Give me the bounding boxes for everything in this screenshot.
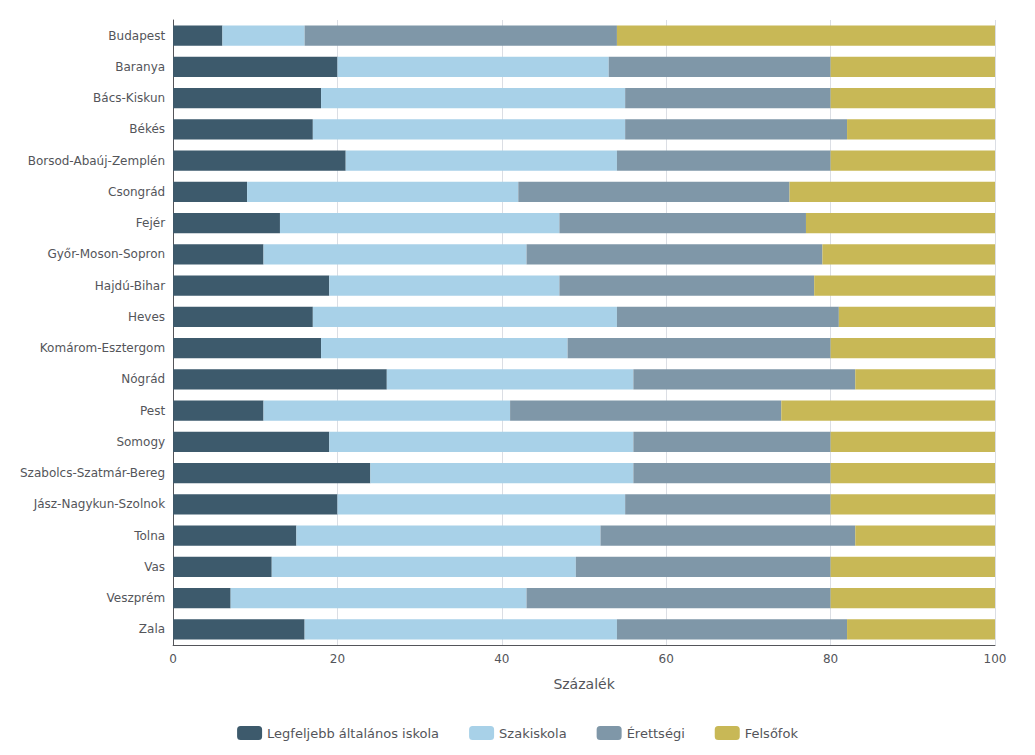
svg-text:Zala: Zala <box>139 622 165 636</box>
svg-text:20: 20 <box>330 652 345 666</box>
svg-text:Győr-Moson-Sopron: Győr-Moson-Sopron <box>47 247 165 261</box>
svg-text:Budapest: Budapest <box>108 29 165 43</box>
svg-text:Komárom-Esztergom: Komárom-Esztergom <box>40 341 165 355</box>
svg-text:Pest: Pest <box>140 404 165 418</box>
svg-text:Fejér: Fejér <box>136 216 165 230</box>
svg-text:Tolna: Tolna <box>133 529 165 543</box>
svg-text:Hajdú-Bihar: Hajdú-Bihar <box>95 279 165 293</box>
svg-text:60: 60 <box>659 652 674 666</box>
svg-text:Vas: Vas <box>144 560 165 574</box>
svg-text:Békés: Békés <box>129 122 165 136</box>
svg-text:Nógrád: Nógrád <box>121 372 165 386</box>
svg-text:Felsőfok: Felsőfok <box>745 726 799 741</box>
svg-text:Heves: Heves <box>128 310 165 324</box>
svg-text:Veszprém: Veszprém <box>107 591 166 605</box>
svg-text:Somogy: Somogy <box>116 435 165 449</box>
svg-text:80: 80 <box>823 652 838 666</box>
svg-text:Baranya: Baranya <box>115 60 165 74</box>
svg-text:Csongrád: Csongrád <box>108 185 165 199</box>
svg-text:40: 40 <box>494 652 509 666</box>
svg-text:100: 100 <box>984 652 1007 666</box>
svg-text:Legfeljebb általános iskola: Legfeljebb általános iskola <box>267 726 439 741</box>
svg-text:Érettségi: Érettségi <box>627 726 685 741</box>
svg-text:Borsod-Abaúj-Zemplén: Borsod-Abaúj-Zemplén <box>28 154 165 168</box>
svg-text:Százalék: Százalék <box>553 676 615 692</box>
svg-text:Bács-Kiskun: Bács-Kiskun <box>93 91 165 105</box>
svg-text:Szabolcs-Szatmár-Bereg: Szabolcs-Szatmár-Bereg <box>20 466 165 480</box>
svg-text:0: 0 <box>169 652 177 666</box>
svg-text:Szakiskola: Szakiskola <box>499 726 567 741</box>
svg-text:Jász-Nagykun-Szolnok: Jász-Nagykun-Szolnok <box>33 497 165 511</box>
